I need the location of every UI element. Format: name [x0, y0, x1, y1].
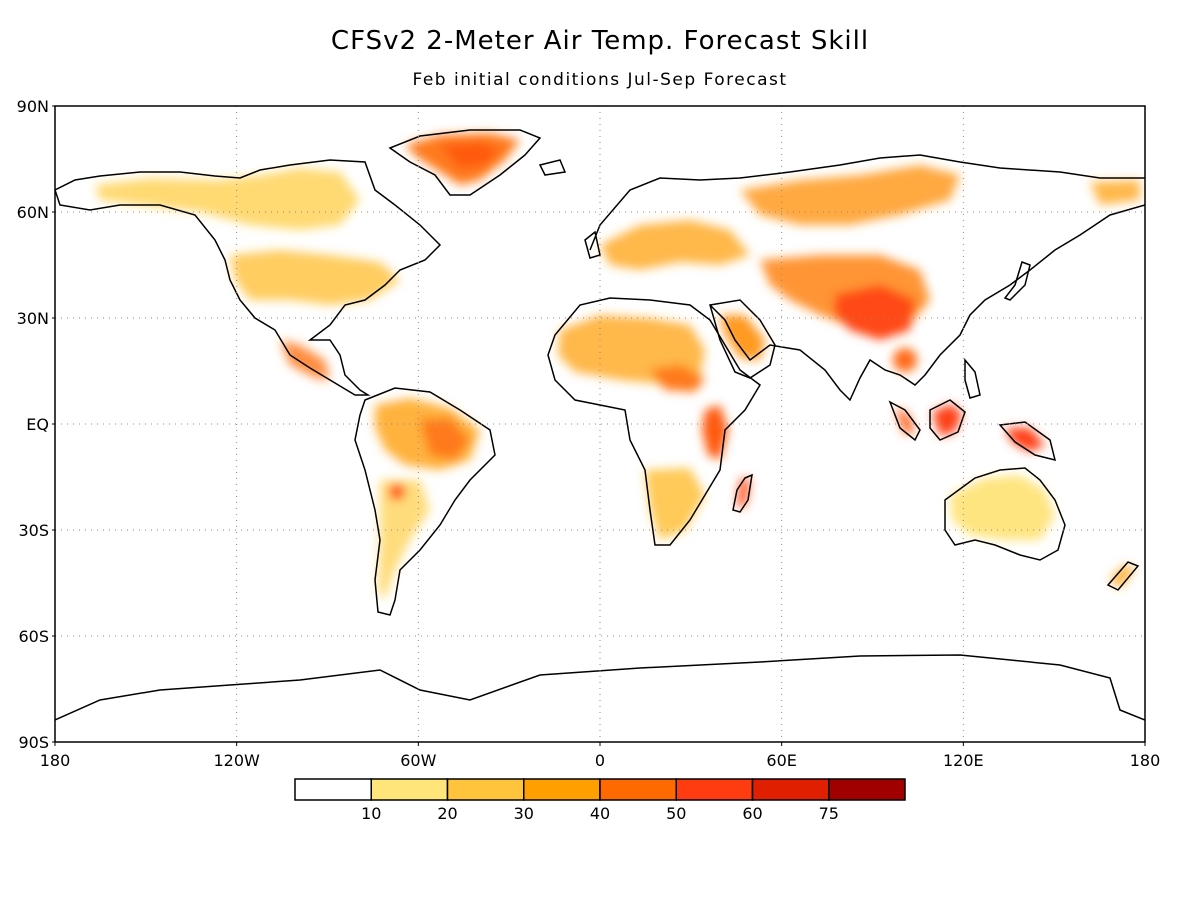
lon-tick-label: 60E: [766, 751, 796, 770]
skill-patch-greenland-core: [440, 142, 500, 168]
colorbar-label: 20: [437, 804, 457, 823]
coast-iceland: [538, 159, 567, 176]
lon-tick-label: 180: [40, 751, 71, 770]
coast-philippines: [964, 357, 981, 399]
lat-tick-label: EQ: [26, 415, 49, 434]
lon-tick-label: 60W: [400, 751, 436, 770]
colorbar-swatch: [523, 778, 601, 801]
coast-new-zealand: [1106, 561, 1140, 591]
skill-patch-alaska-canada: [95, 168, 360, 230]
colorbar-swatch: [828, 778, 906, 801]
skill-patch-us: [230, 250, 400, 305]
longitude-labels: 180 120W 60W 0 60E 120E 180: [40, 742, 1161, 770]
coast-south-america: [354, 387, 496, 616]
coast-sumatra: [888, 400, 921, 442]
skill-patch-mexico: [280, 340, 330, 380]
colorbar-label: 10: [361, 804, 381, 823]
colorbar-label: 60: [742, 804, 762, 823]
lon-tick-label: 120W: [213, 751, 260, 770]
coast-borneo: [929, 399, 966, 441]
lat-tick-label: 30S: [18, 521, 49, 540]
skill-patch-sumatra: [895, 408, 915, 434]
coast-arabia: [709, 299, 776, 379]
lon-tick-label: 0: [595, 751, 605, 770]
colorbar-label: 40: [590, 804, 610, 823]
skill-patch-east-africa: [702, 405, 728, 460]
map-area: [55, 129, 1145, 742]
coast-uk: [584, 230, 601, 259]
lat-tick-label: 90S: [18, 733, 49, 752]
latitude-labels: 90N 60N 30N EQ 30S 60S 90S: [17, 97, 55, 752]
lat-tick-label: 90N: [17, 97, 49, 116]
skill-patch-europe: [600, 220, 750, 270]
coastlines: [55, 129, 1145, 721]
lon-tick-label: 120E: [943, 751, 984, 770]
coast-eurasia: [589, 154, 1145, 402]
skill-patch-siberia: [740, 165, 960, 225]
colorbar-label: 75: [819, 804, 839, 823]
skill-patch-borneo: [932, 404, 962, 436]
skill-patch-new-zealand: [1110, 565, 1135, 588]
map-subtitle: Feb initial conditions Jul-Sep Forecast: [412, 70, 788, 90]
colorbar-label: 50: [666, 804, 686, 823]
coast-australia: [944, 467, 1066, 561]
skill-patch-amazon-core: [420, 418, 470, 460]
lon-tick-label: 180: [1130, 751, 1161, 770]
antarctica: [55, 655, 1145, 742]
coast-north-america: [55, 159, 442, 396]
coast-madagascar: [732, 473, 753, 513]
skill-patch-arabia: [720, 315, 765, 360]
lat-tick-label: 60S: [18, 627, 49, 646]
coast-africa: [547, 297, 761, 546]
colorbar-swatch: [599, 778, 677, 801]
coast-japan: [1003, 261, 1031, 301]
colorbar: 10 20 30 40 50 60 75: [294, 778, 906, 823]
lat-tick-label: 30N: [17, 309, 49, 328]
coast-greenland: [388, 129, 542, 196]
colorbar-label: 30: [514, 804, 534, 823]
skill-patch-sahel: [650, 365, 705, 392]
coast-antarctica: [55, 654, 1145, 721]
map-gridlines: [55, 106, 1145, 742]
colorbar-swatch: [294, 778, 372, 801]
colorbar-swatch: [446, 778, 525, 801]
skill-patch-new-guinea: [1005, 428, 1045, 452]
skill-patch-australia: [950, 475, 1055, 540]
colorbar-swatch: [675, 778, 754, 801]
skill-patch-tibet: [835, 285, 915, 340]
skill-shading: [95, 133, 1140, 600]
colorbar-swatch: [370, 778, 449, 801]
skill-patch-andes: [389, 484, 405, 500]
skill-patch-kamchatka: [1090, 180, 1140, 205]
skill-patch-southeast-asia: [893, 348, 917, 372]
lat-tick-label: 60N: [17, 203, 49, 222]
skill-patch-southern-sa: [378, 480, 430, 600]
skill-patch-southern-africa: [645, 468, 705, 540]
coast-new-guinea: [998, 421, 1057, 462]
colorbar-swatch: [751, 778, 830, 801]
map-title: CFSv2 2-Meter Air Temp. Forecast Skill: [330, 26, 870, 56]
